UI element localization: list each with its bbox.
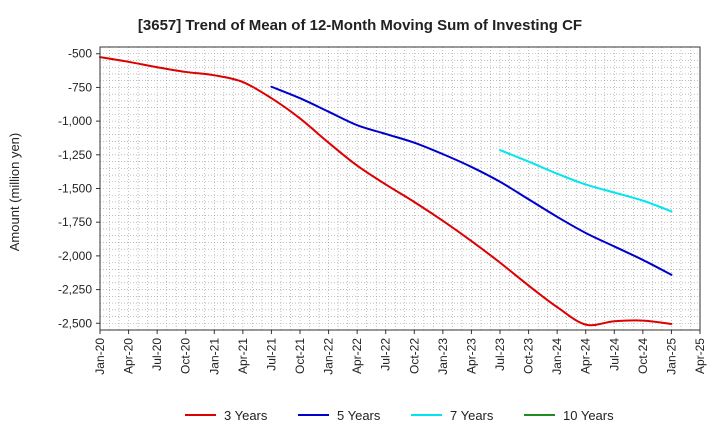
x-tick-label: Apr-22: [350, 338, 364, 374]
series-line-5-years: [270, 85, 673, 276]
y-tick-label: -1,750: [58, 215, 92, 229]
x-tick-label: Jul-20: [150, 338, 164, 371]
x-tick-label: Jan-20: [93, 338, 107, 375]
x-tick-label: Jan-21: [207, 338, 221, 375]
x-tick-label: Jul-22: [379, 338, 393, 371]
y-tick-label: -2,500: [58, 316, 92, 330]
grid: [100, 47, 700, 330]
x-tick-label: Apr-21: [236, 338, 250, 374]
x-tick-label: Jul-21: [264, 338, 278, 371]
x-tick-label: Jan-24: [550, 338, 564, 375]
legend: 3 Years 5 Years 7 Years 10 Years: [185, 408, 614, 423]
legend-label-7-years: 7 Years: [450, 408, 494, 423]
y-tick-label: -1,250: [58, 148, 92, 162]
x-tick-label: Apr-23: [464, 338, 478, 374]
series-line-3-years: [99, 56, 673, 327]
y-tick-label: -2,250: [58, 283, 92, 297]
y-axis-ticks: -500 -750 -1,000 -1,250 -1,500 -1,750 -2,000 -2…: [58, 47, 100, 330]
legend-label-10-years: 10 Years: [563, 408, 614, 423]
y-axis-label: Amount (million yen): [7, 133, 22, 252]
y-tick-label: -750: [68, 80, 92, 94]
legend-label-3-years: 3 Years: [224, 408, 268, 423]
x-tick-label: Apr-24: [579, 338, 593, 374]
y-tick-label: -500: [68, 47, 92, 61]
x-tick-label: Jul-24: [607, 338, 621, 371]
x-tick-label: Apr-25: [693, 338, 707, 374]
x-tick-label: Apr-20: [122, 338, 136, 374]
x-tick-label: Oct-24: [636, 338, 650, 374]
series-lines: [99, 56, 673, 327]
series-line-7-years: [499, 149, 673, 213]
x-tick-label: Jan-25: [664, 338, 678, 375]
legend-label-5-years: 5 Years: [337, 408, 381, 423]
plot-frame: [99, 46, 701, 331]
x-tick-label: Oct-21: [293, 338, 307, 374]
y-tick-label: -1,500: [58, 182, 92, 196]
x-tick-label: Jan-23: [436, 338, 450, 375]
x-axis-ticks: Jan-20 Apr-20 Jul-20 Oct-20 Jan-21 Apr-21 Jul-…: [93, 330, 707, 375]
y-tick-label: -2,000: [58, 249, 92, 263]
x-tick-label: Oct-23: [522, 338, 536, 374]
x-tick-label: Oct-22: [407, 338, 421, 374]
x-tick-label: Jan-22: [322, 338, 336, 375]
chart-title: [3657] Trend of Mean of 12-Month Moving …: [138, 17, 582, 34]
y-tick-label: -1,000: [58, 114, 92, 128]
x-tick-label: Oct-20: [179, 338, 193, 374]
x-tick-label: Jul-23: [493, 338, 507, 371]
